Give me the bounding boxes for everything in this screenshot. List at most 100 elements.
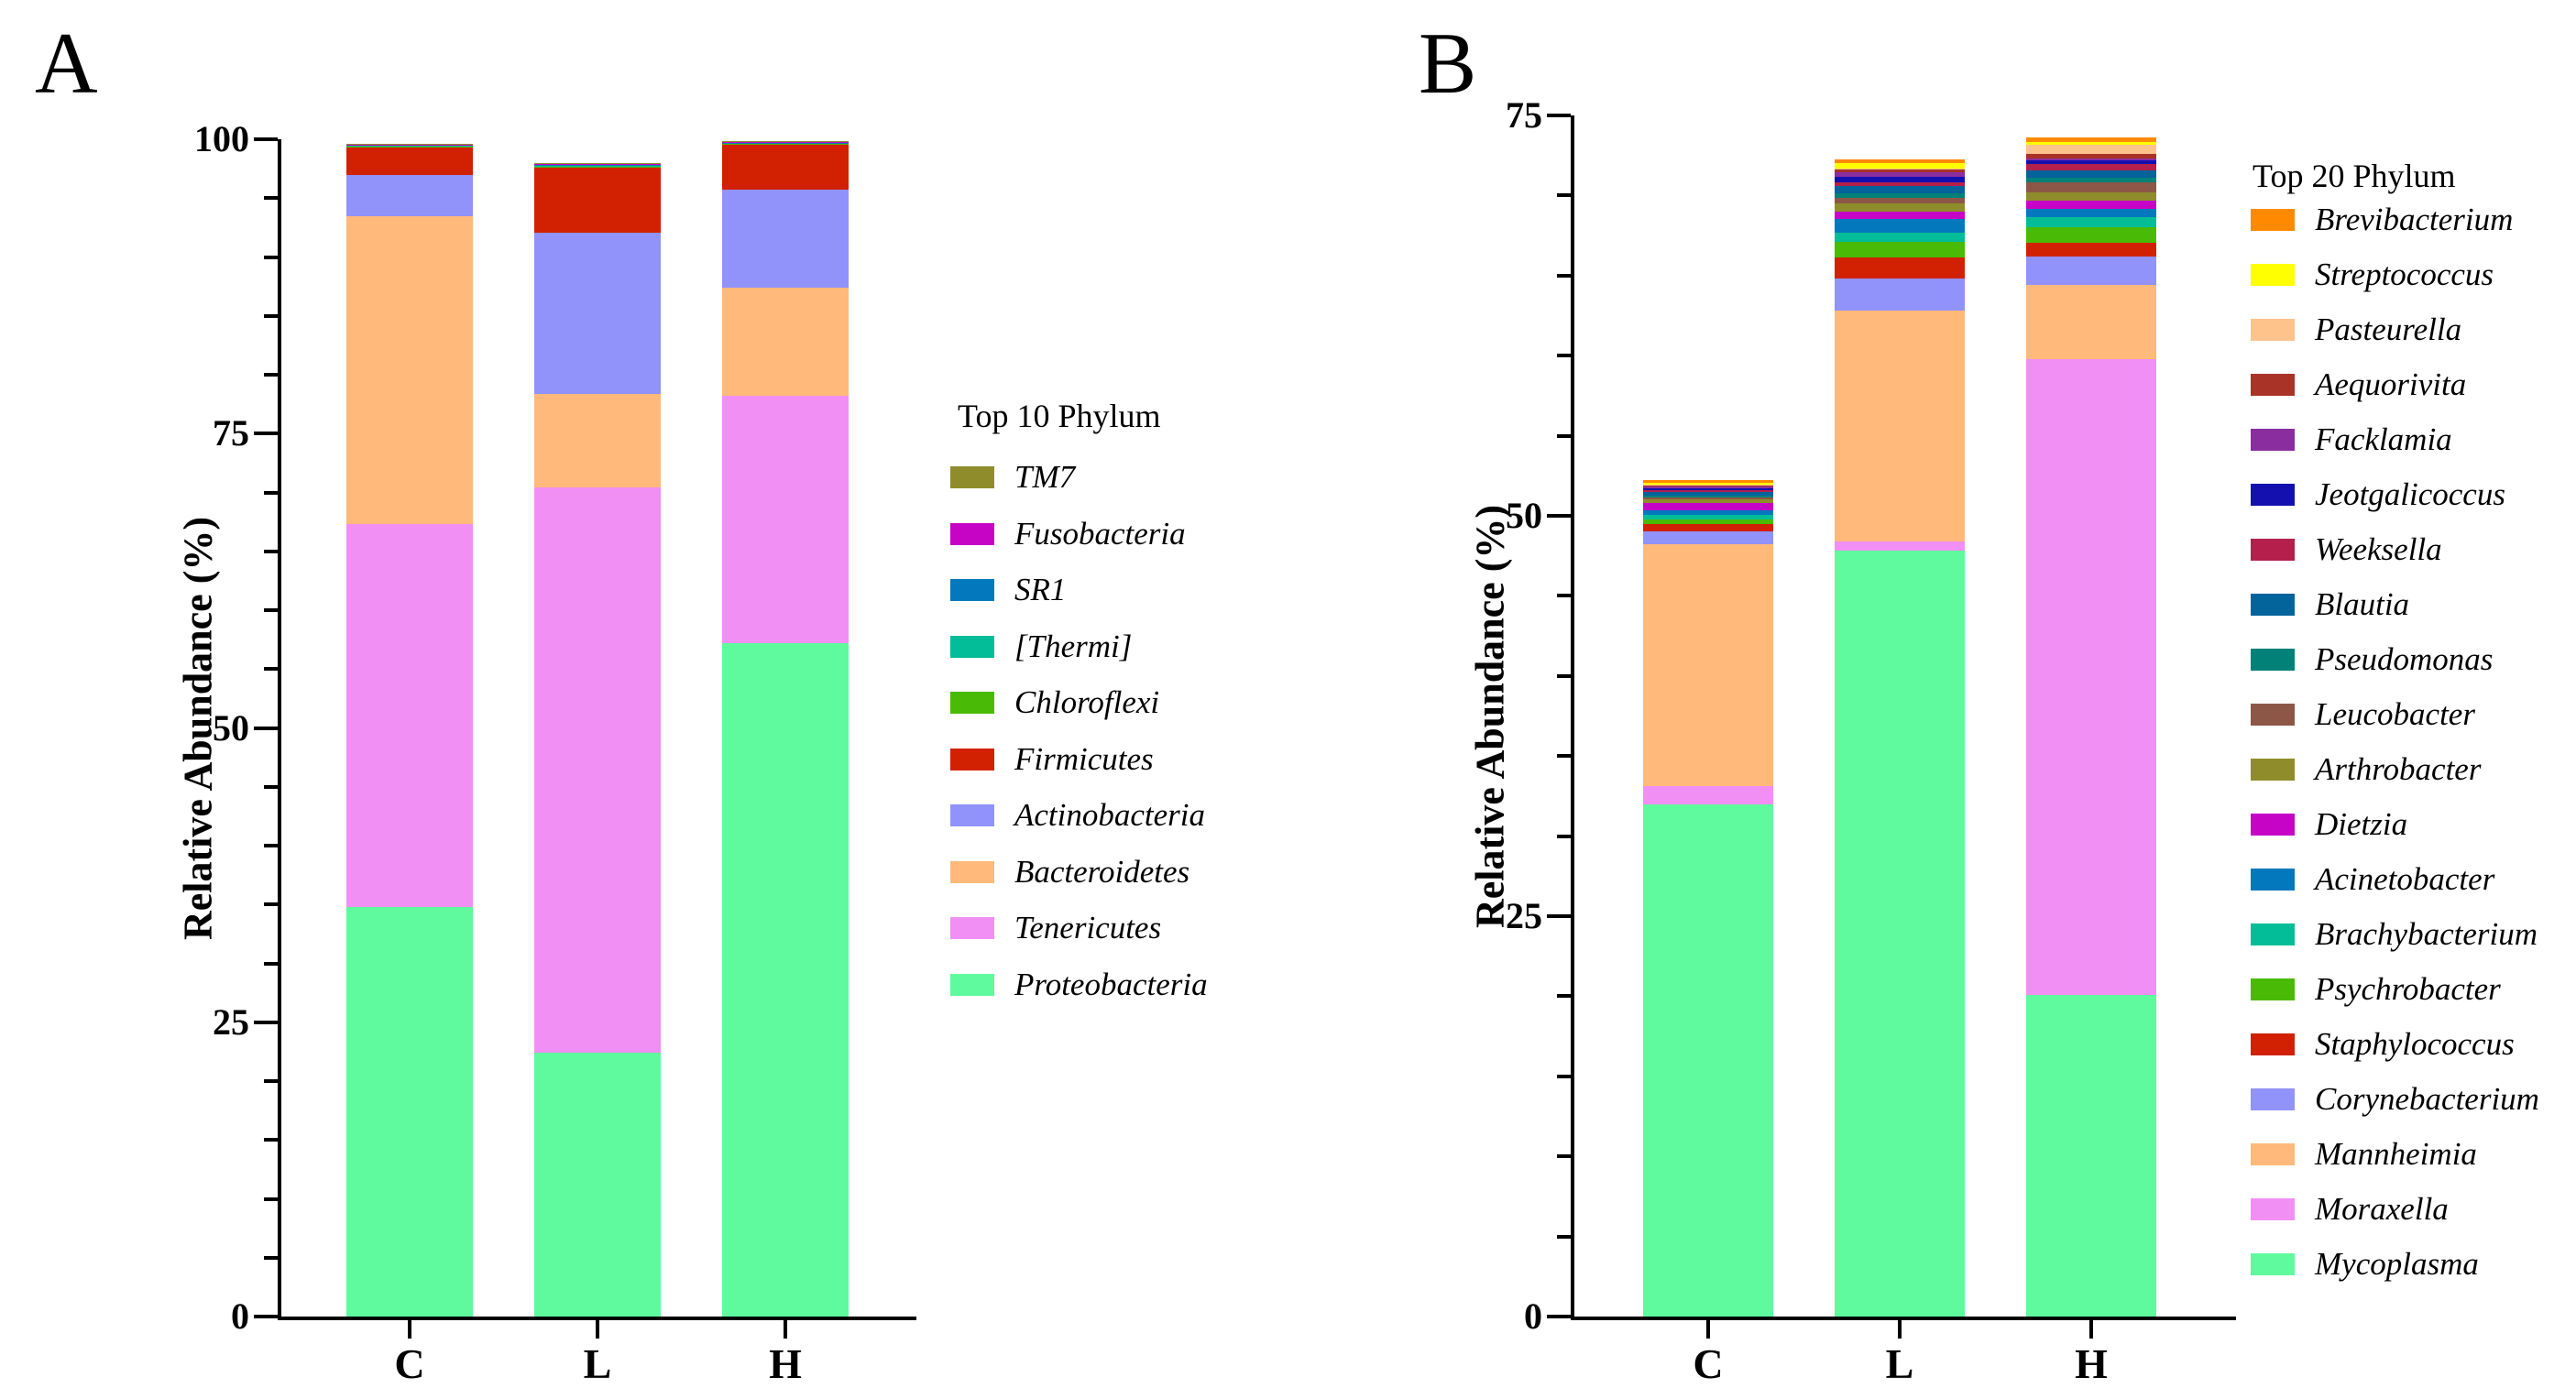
y-tick-label: 100	[194, 118, 249, 159]
bar-segment-Leucobacter-L	[1835, 197, 1965, 204]
bar-segment-Weeksella-L	[1835, 182, 1965, 187]
bar-segment-Moraxella-H	[2026, 358, 2156, 995]
y-minor-tick	[1557, 834, 1571, 838]
legend-chip-SR1	[950, 579, 994, 601]
legend-chip-Actinobacteria	[950, 804, 994, 826]
bar-segment-Jeotgalicoccus-L	[1835, 177, 1965, 183]
legend-chip-Mannheimia	[2251, 1143, 2295, 1165]
y-minor-tick	[1557, 273, 1571, 278]
y-minor-tick	[264, 961, 278, 966]
x-tick-C	[408, 1320, 411, 1339]
x-tick-L	[596, 1320, 599, 1339]
y-major-tick	[254, 137, 278, 141]
panel-b-legend-title: Top 20 Phylum	[2253, 158, 2456, 194]
legend-chip-Bacteroidetes	[950, 860, 994, 883]
bar-segment-Blautia-H	[2026, 170, 2156, 179]
panel-a-legend-title: Top 10 Phylum	[958, 398, 1161, 434]
y-minor-tick	[264, 313, 278, 318]
bar-segment-Brachybacterium-H	[2026, 216, 2156, 228]
bar-segment-Psychrobacter-L	[1835, 242, 1965, 257]
bar-segment-Actinobacteria-C	[346, 174, 473, 216]
legend-chip-Pseudomonas	[2251, 649, 2295, 671]
bar-segment-Actinobacteria-L	[534, 232, 661, 394]
y-axis-line	[278, 139, 281, 1320]
bar-segment-Brevibacterium-H	[2026, 137, 2156, 142]
legend-label-Fusobacteria: Fusobacteria	[1014, 515, 1186, 552]
legend-chip-Blautia	[2251, 594, 2295, 616]
bar-segment-[Thermi]-H	[722, 142, 849, 144]
legend-chip-TM7	[950, 466, 994, 488]
bar-segment-Firmicutes-L	[534, 167, 661, 233]
y-minor-tick	[1557, 994, 1571, 999]
y-minor-tick	[1557, 1074, 1571, 1078]
bar-segment-Weeksella-C	[1643, 490, 1773, 493]
legend-label-Moraxella: Moraxella	[2315, 1191, 2449, 1227]
bar-segment-Facklamia-H	[2026, 158, 2156, 160]
x-category-label-H: H	[769, 1340, 802, 1387]
bar-segment-Corynebacterium-L	[1835, 279, 1965, 311]
y-axis-line	[1571, 115, 1574, 1320]
bar-segment-Psychrobacter-C	[1643, 519, 1773, 524]
y-minor-tick	[1557, 673, 1571, 678]
legend-label-Blautia: Blautia	[2315, 586, 2410, 622]
legend-label-Brevibacterium: Brevibacterium	[2315, 202, 2514, 237]
bar-segment-Mycoplasma-H	[2026, 994, 2156, 1317]
legend-label-Facklamia: Facklamia	[2315, 421, 2452, 457]
legend-chip-Tenericutes	[950, 917, 994, 939]
legend-label-TM7: TM7	[1014, 459, 1076, 495]
y-minor-tick	[1557, 1154, 1571, 1159]
bar-segment-Fusobacteria-H	[722, 141, 849, 143]
legend-chip-Firmicutes	[950, 748, 994, 771]
bar-segment-Mannheimia-L	[1835, 311, 1965, 541]
legend-label-Firmicutes: Firmicutes	[1014, 740, 1154, 777]
x-category-label-H: H	[2075, 1340, 2108, 1387]
bar-segment-Pseudomonas-L	[1835, 192, 1965, 198]
bar-segment-Proteobacteria-C	[346, 906, 473, 1317]
y-minor-tick	[1557, 594, 1571, 598]
bar-segment-Dietzia-C	[1643, 503, 1773, 510]
bar-segment-Blautia-L	[1835, 186, 1965, 193]
legend-label-Bacteroidetes: Bacteroidetes	[1014, 853, 1190, 890]
y-minor-tick	[264, 1255, 278, 1260]
panel-b-letter: B	[1419, 15, 1477, 112]
bar-segment-Pseudomonas-C	[1643, 495, 1773, 497]
bar-segment-Moraxella-C	[1643, 786, 1773, 804]
bar-segment-Actinobacteria-H	[722, 190, 849, 288]
legend-label-Pasteurella: Pasteurella	[2315, 311, 2462, 347]
legend-chip-Fusobacteria	[950, 522, 994, 545]
bar-segment-Corynebacterium-H	[2026, 256, 2156, 286]
legend-label-Proteobacteria: Proteobacteria	[1014, 966, 1208, 1002]
bar-segment-Mannheimia-C	[1643, 544, 1773, 787]
legend-chip-Leucobacter	[2251, 704, 2295, 726]
y-tick-label: 50	[213, 706, 249, 749]
bar-segment-Staphylococcus-C	[1643, 523, 1773, 532]
legend-label-Aequorivita: Aequorivita	[2315, 366, 2467, 402]
y-minor-tick	[1557, 193, 1571, 198]
y-tick-label: 75	[213, 412, 249, 454]
x-tick-L	[1898, 1320, 1902, 1339]
bar-segment-Bacteroidetes-L	[534, 393, 661, 488]
legend-label-Staphylococcus: Staphylococcus	[2315, 1026, 2515, 1062]
bar-segment-Brachybacterium-L	[1835, 232, 1965, 243]
y-major-tick	[1547, 114, 1571, 117]
bar-segment-Tenericutes-C	[346, 524, 473, 907]
legend-label-Jeotgalicoccus: Jeotgalicoccus	[2315, 476, 2505, 512]
bar-segment-Acinetobacter-C	[1643, 509, 1773, 515]
legend-label-Brachybacterium: Brachybacterium	[2315, 916, 2538, 952]
bar-segment-Brevibacterium-C	[1643, 480, 1773, 483]
bar-segment-Pasteurella-H	[2026, 145, 2156, 154]
y-tick-label: 0	[231, 1295, 249, 1337]
y-tick-label: 0	[1524, 1295, 1542, 1337]
bar-segment-Mycoplasma-C	[1643, 803, 1773, 1317]
y-major-tick	[1547, 514, 1571, 518]
legend-label-Dietzia: Dietzia	[2315, 806, 2408, 842]
legend-label-Streptococcus: Streptococcus	[2315, 257, 2494, 292]
bar-segment-Aequorivita-C	[1643, 485, 1773, 487]
legend-chip-Chloroflexi	[950, 692, 994, 714]
x-tick-H	[784, 1320, 787, 1339]
bar-segment-Psychrobacter-H	[2026, 227, 2156, 243]
bar-segment-Corynebacterium-C	[1643, 531, 1773, 545]
y-major-tick	[1547, 1315, 1571, 1318]
legend-chip-Corynebacterium	[2251, 1088, 2295, 1110]
legend-chip-Brevibacterium	[2251, 209, 2295, 231]
